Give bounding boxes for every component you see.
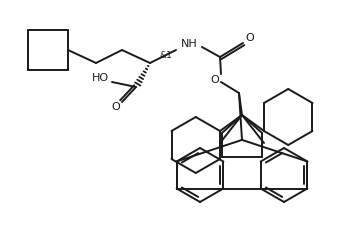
Text: O: O <box>246 33 255 43</box>
Text: O: O <box>211 75 219 85</box>
Text: HO: HO <box>91 73 109 83</box>
Text: NH: NH <box>181 39 197 49</box>
Text: &1: &1 <box>159 52 172 61</box>
Text: O: O <box>112 102 120 112</box>
